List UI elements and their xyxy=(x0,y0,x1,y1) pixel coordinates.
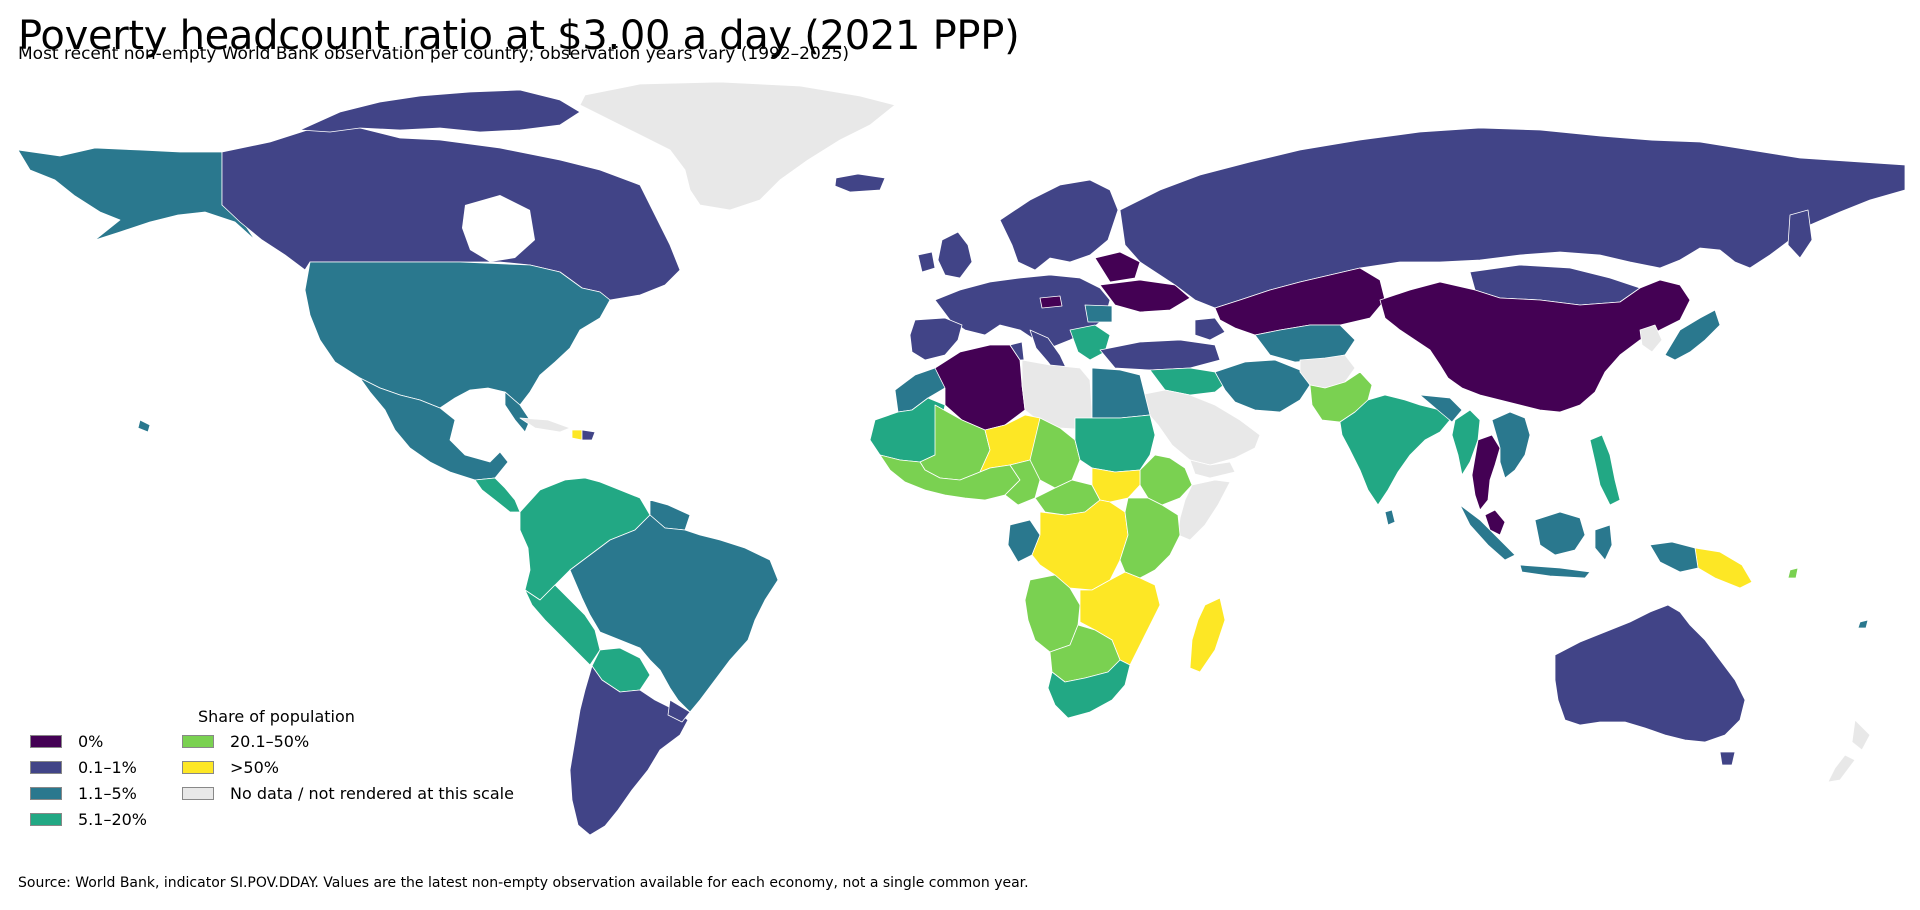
legend-swatch xyxy=(30,735,62,748)
region-kazakhstan xyxy=(1214,267,1386,336)
region-myanmar xyxy=(1451,409,1481,476)
region-nepal-bangladesh xyxy=(1419,394,1463,423)
region-hungary xyxy=(1039,295,1063,309)
region-hawaii xyxy=(137,419,151,433)
region-borneo xyxy=(1534,511,1586,556)
region-sulawesi xyxy=(1594,524,1613,561)
region-malaysia xyxy=(1484,509,1506,536)
region-usa xyxy=(304,261,611,409)
region-cuba xyxy=(519,417,571,433)
legend-swatch xyxy=(182,735,214,748)
region-nigeria xyxy=(1004,459,1041,506)
region-iberia xyxy=(909,317,963,361)
region-uk xyxy=(937,231,973,279)
region-alaska xyxy=(17,147,256,241)
region-fiji-area xyxy=(1787,567,1799,579)
region-south-sudan xyxy=(1091,467,1141,503)
region-turkey xyxy=(1099,339,1221,371)
region-png xyxy=(1694,547,1753,589)
region-sudan xyxy=(1074,414,1156,473)
region-philippines xyxy=(1589,434,1621,506)
region-somalia xyxy=(1177,479,1231,541)
region-greenland xyxy=(579,81,896,211)
legend-swatch xyxy=(182,787,214,800)
region-argentina xyxy=(569,665,689,836)
region-scandinavia xyxy=(999,179,1119,271)
region-romania xyxy=(1084,304,1113,323)
region-korea xyxy=(1639,324,1663,353)
map-title: Poverty headcount ratio at $3.00 a day (… xyxy=(18,13,1020,59)
region-brazil xyxy=(569,514,779,713)
region-yemen xyxy=(1189,459,1236,479)
region-japan xyxy=(1664,309,1721,361)
region-tasmania xyxy=(1719,751,1736,766)
region-arctic-islands xyxy=(299,89,581,133)
legend-label: 5.1–20% xyxy=(78,810,148,829)
region-australia xyxy=(1554,604,1746,743)
region-sumatra xyxy=(1459,504,1516,561)
region-florida xyxy=(504,391,531,433)
region-kamchatka xyxy=(1787,209,1813,259)
region-pacific-islands xyxy=(1857,619,1869,629)
legend-swatch xyxy=(30,761,62,774)
legend-swatch xyxy=(182,761,214,774)
legend-swatch xyxy=(30,813,62,826)
hudson-bay xyxy=(462,195,535,262)
legend-label: 1.1–5% xyxy=(78,784,137,803)
region-haiti xyxy=(571,429,583,441)
region-madagascar xyxy=(1189,597,1226,673)
legend-label: 0% xyxy=(78,732,104,751)
region-java xyxy=(1519,564,1591,579)
legend-label: 20.1–50% xyxy=(230,732,310,751)
source-note: Source: World Bank, indicator SI.POV.DDA… xyxy=(18,875,1029,891)
legend-label: No data / not rendered at this scale xyxy=(230,784,514,803)
region-india xyxy=(1339,394,1451,506)
region-caucasus xyxy=(1194,317,1226,341)
region-dominican-rep xyxy=(581,429,596,441)
region-arabia xyxy=(1139,389,1261,466)
region-central-asia xyxy=(1254,324,1356,363)
region-indochina xyxy=(1491,411,1531,479)
region-egypt xyxy=(1091,367,1151,419)
map-subtitle: Most recent non-empty World Bank observa… xyxy=(18,44,850,64)
region-sri-lanka xyxy=(1384,509,1396,526)
region-belarus xyxy=(1094,251,1141,283)
legend-swatch xyxy=(30,787,62,800)
region-south-africa xyxy=(1047,659,1131,719)
region-iran xyxy=(1214,359,1311,413)
region-uruguay xyxy=(667,699,691,723)
region-iceland xyxy=(834,173,886,193)
region-eritrea-ethiopia xyxy=(1139,454,1193,506)
region-china xyxy=(1379,279,1691,413)
region-ireland xyxy=(917,251,936,273)
region-kenya-tanzania xyxy=(1119,497,1181,579)
region-new-guinea-west xyxy=(1649,541,1699,573)
region-ukraine xyxy=(1099,279,1191,313)
region-drc xyxy=(1031,499,1129,591)
region-mexico xyxy=(359,377,509,481)
legend-title: Share of population xyxy=(198,707,355,726)
region-thailand xyxy=(1471,434,1501,511)
legend-label: >50% xyxy=(230,758,279,777)
region-central-america xyxy=(474,477,521,513)
legend-label: 0.1–1% xyxy=(78,758,137,777)
region-new-zealand xyxy=(1827,719,1871,783)
